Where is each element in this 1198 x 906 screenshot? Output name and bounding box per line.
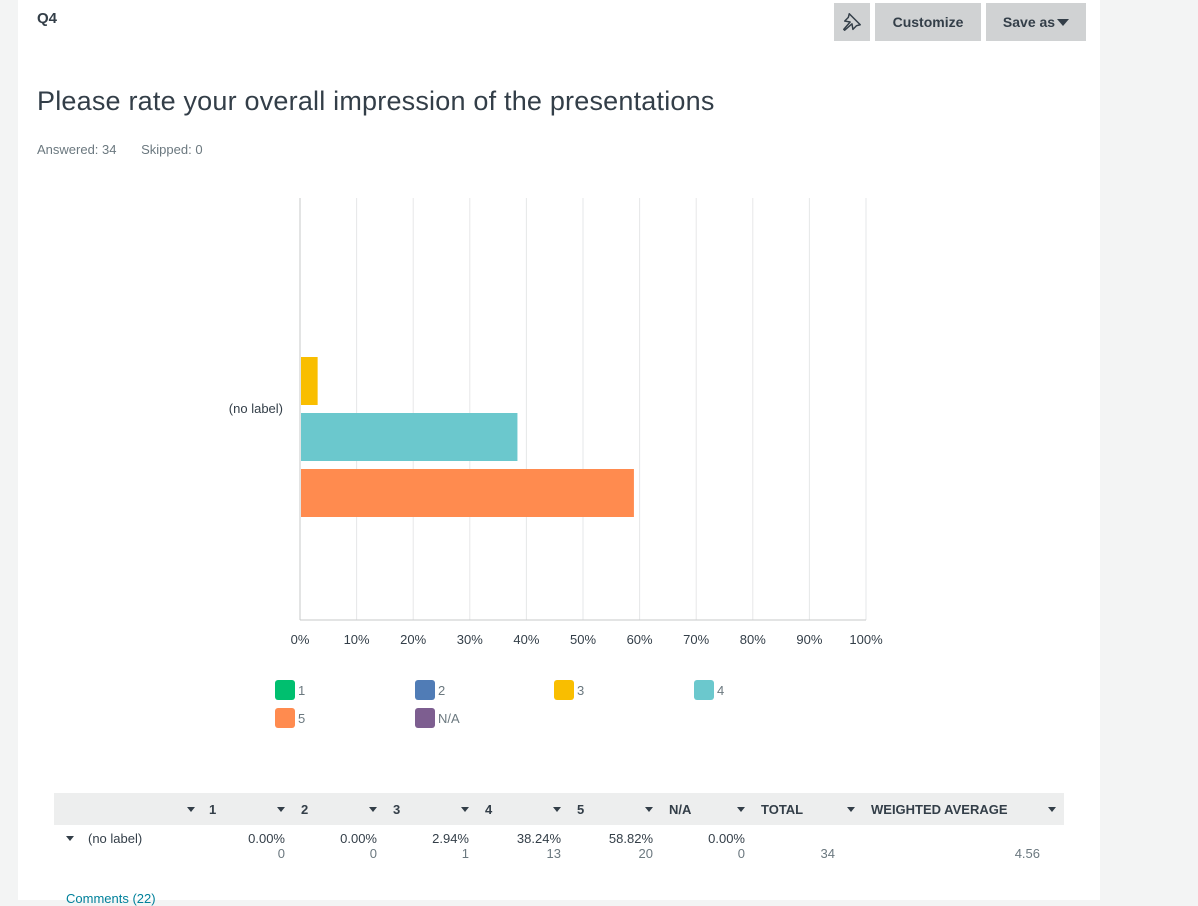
legend-swatch [554, 680, 574, 700]
results-table: 1 2 3 4 5 N/A TOTAL WEIGHTED AVERAGE (no label)… [54, 793, 1064, 861]
legend-label: 1 [298, 682, 306, 698]
x-tick-label: 100% [849, 632, 883, 647]
x-tick-label: 50% [570, 632, 596, 647]
data-cell: 58.82% 20 [569, 825, 661, 861]
table-header-cell[interactable] [54, 793, 201, 825]
pin-button[interactable] [834, 3, 870, 41]
legend-label: N/A [438, 710, 460, 726]
cell-percent: 0.00% [340, 831, 377, 846]
question-card [18, 0, 1100, 900]
legend-swatch [275, 708, 295, 728]
data-cell: 38.24% 13 [477, 825, 569, 861]
header-label: N/A [669, 801, 692, 817]
header-label: 3 [393, 801, 401, 817]
pin-icon [843, 13, 861, 31]
cell-percent: 0.00% [248, 831, 285, 846]
legend-item: 4 [694, 680, 724, 700]
table-header-cell[interactable]: 2 [293, 793, 385, 825]
cell-count: 13 [546, 846, 561, 861]
x-tick-label: 80% [740, 632, 766, 647]
legend-swatch [415, 680, 435, 700]
table-header-cell[interactable]: TOTAL [753, 793, 863, 825]
cell-count: 1 [461, 846, 469, 861]
question-title: Please rate your overall impression of t… [37, 86, 715, 116]
x-tick-label: 0% [291, 632, 310, 647]
save-as-button[interactable]: Save as [986, 3, 1086, 41]
caret-down-icon [1057, 18, 1070, 26]
sort-caret-icon[interactable] [737, 806, 745, 812]
comments-link[interactable]: Comments (22) [66, 891, 156, 906]
sort-caret-icon[interactable] [1048, 806, 1056, 812]
cell-percent: 2.94% [432, 831, 469, 846]
answered-count: Answered: 34 [37, 142, 117, 157]
data-cell: 0.00% 0 [201, 825, 293, 861]
legend-label: 3 [577, 682, 585, 698]
header-label: WEIGHTED AVERAGE [871, 801, 1008, 817]
cell-percent: 0.00% [708, 831, 745, 846]
legend-swatch [275, 680, 295, 700]
sort-caret-icon[interactable] [553, 806, 561, 812]
legend-swatch [694, 680, 714, 700]
x-tick-label: 10% [344, 632, 370, 647]
x-tick-label: 90% [796, 632, 822, 647]
data-cell: 0.00% 0 [293, 825, 385, 861]
header-label: 2 [301, 801, 309, 817]
cell-percent: 38.24% [516, 831, 561, 846]
data-cell: 0.00% 0 [661, 825, 753, 861]
sort-caret-icon[interactable] [369, 806, 377, 812]
weighted-average-cell: 4.56 [1014, 846, 1040, 861]
legend-item: 1 [275, 680, 305, 700]
table-header-cell[interactable]: 1 [201, 793, 293, 825]
cell-count: 0 [369, 846, 377, 861]
x-tick-label: 40% [513, 632, 539, 647]
cell-count: 20 [638, 846, 653, 861]
legend-label: 4 [717, 682, 725, 698]
header-label: 1 [209, 801, 217, 817]
total-cell: 34 [820, 846, 835, 861]
header-label: TOTAL [761, 801, 804, 817]
legend-label: 2 [438, 682, 446, 698]
legend-item: 5 [275, 708, 305, 728]
legend-item: 2 [415, 680, 445, 700]
response-stats: Answered: 34 Skipped: 0 [37, 142, 224, 157]
sort-caret-icon[interactable] [277, 806, 285, 812]
bar-series-3 [301, 357, 318, 405]
skipped-count: Skipped: 0 [141, 142, 203, 157]
header-label: 5 [577, 801, 585, 817]
cell-count: 0 [737, 846, 745, 861]
legend-item: N/A [415, 708, 460, 728]
x-tick-label: 60% [627, 632, 653, 647]
data-cell: 2.94% 1 [385, 825, 477, 861]
table-header-cell[interactable]: WEIGHTED AVERAGE [863, 793, 1064, 825]
table-header-cell[interactable]: 3 [385, 793, 477, 825]
expand-caret-icon[interactable] [66, 836, 74, 841]
sort-caret-icon[interactable] [645, 806, 653, 812]
x-tick-label: 30% [457, 632, 483, 647]
sort-caret-icon[interactable] [187, 806, 195, 812]
x-tick-label: 20% [400, 632, 426, 647]
row-label-text: (no label) [88, 831, 143, 846]
row-label: (no label) [54, 825, 201, 846]
table-header-cell[interactable]: N/A [661, 793, 753, 825]
legend-label: 5 [298, 710, 306, 726]
category-label: (no label) [229, 401, 283, 416]
bar-series-5 [301, 469, 634, 517]
customize-button[interactable]: Customize [875, 3, 981, 41]
table-row: (no label) 0.00% 0 0.00% 0 2.94% 1 38.24% 13 58.8… [54, 825, 1064, 861]
bar-series-4 [301, 413, 518, 461]
cell-percent: 58.82% [608, 831, 653, 846]
x-tick-label: 70% [683, 632, 709, 647]
sort-caret-icon[interactable] [847, 806, 855, 812]
legend-item: 3 [554, 680, 584, 700]
save-as-label: Save as [1002, 14, 1056, 30]
table-header-cell[interactable]: 5 [569, 793, 661, 825]
legend-swatch [415, 708, 435, 728]
cell-count: 0 [277, 846, 285, 861]
header-label: 4 [485, 801, 493, 817]
table-header-cell[interactable]: 4 [477, 793, 569, 825]
question-id: Q4 [37, 10, 58, 27]
sort-caret-icon[interactable] [461, 806, 469, 812]
